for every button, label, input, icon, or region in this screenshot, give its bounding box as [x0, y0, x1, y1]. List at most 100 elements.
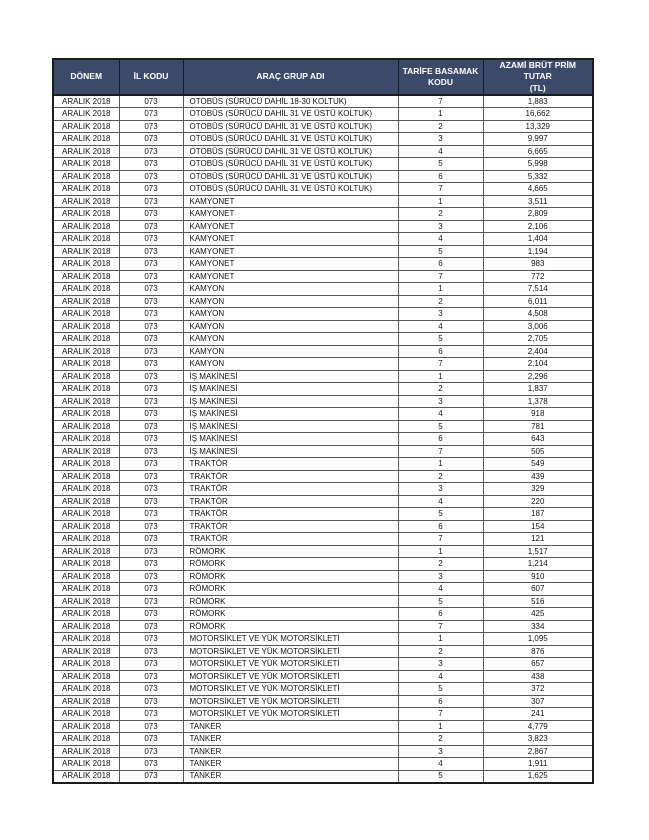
tarife-basamak-kodu-cell: 3: [397, 482, 484, 496]
tarife-basamak-kodu-cell: 6: [397, 169, 484, 184]
prim-tutar-cell: 910: [482, 569, 594, 584]
tarife-basamak-kodu-cell: 1: [397, 194, 484, 209]
donem-cell: ARALIK 2018: [52, 419, 120, 434]
donem-cell: ARALIK 2018: [52, 544, 120, 559]
il-kodu-cell: 073: [118, 407, 184, 421]
donem-cell: ARALIK 2018: [52, 469, 120, 484]
arac-grup-adi-cell: TANKER: [182, 719, 399, 734]
tarife-basamak-kodu-cell: 4: [397, 144, 484, 159]
arac-grup-adi-cell: İŞ MAKİNESİ: [182, 444, 399, 459]
tarife-basamak-kodu-cell: 1: [397, 544, 484, 559]
arac-grup-adi-cell: OTOBÜS (SÜRÜCÜ DAHİL 31 VE ÜSTÜ KOLTUK): [182, 107, 399, 121]
donem-cell: ARALIK 2018: [52, 307, 120, 321]
il-kodu-cell: 073: [118, 582, 184, 596]
table-row: ARALIK 2018 073 MOTORSİKLET VE YÜK MOTORSİ…: [52, 682, 594, 696]
prim-tutar-cell: 121: [482, 532, 594, 546]
arac-grup-adi-cell: TRAKTÖR: [182, 532, 399, 546]
arac-grup-adi-cell: MOTORSİKLET VE YÜK MOTORSİKLETİ: [182, 644, 399, 659]
prim-tutar-cell: 1,194: [482, 244, 594, 259]
prim-tutar-cell: 3,006: [482, 319, 594, 334]
donem-cell: ARALIK 2018: [52, 582, 120, 596]
prim-tutar-cell: 1,625: [482, 769, 594, 784]
tarife-basamak-kodu-cell: 2: [397, 382, 484, 396]
table-row: ARALIK 2018 073 MOTORSİKLET VE YÜK MOTORSİ…: [52, 644, 594, 659]
il-kodu-cell: 073: [118, 294, 184, 309]
table-row: ARALIK 2018 073 OTOBÜS (SÜRÜCÜ DAHİL 31 VE…: [52, 119, 594, 134]
il-kodu-cell: 073: [118, 657, 184, 671]
donem-cell: ARALIK 2018: [52, 607, 120, 621]
header-label: ARAÇ GRUP ADI: [256, 71, 325, 82]
prim-tutar-cell: 3,511: [482, 194, 594, 209]
donem-cell: ARALIK 2018: [52, 444, 120, 459]
prim-tutar-cell: 1,517: [482, 544, 594, 559]
il-kodu-cell: 073: [118, 394, 184, 409]
donem-cell: ARALIK 2018: [52, 719, 120, 734]
arac-grup-adi-cell: OTOBÜS (SÜRÜCÜ DAHİL 31 VE ÜSTÜ KOLTUK): [182, 157, 399, 171]
header-label-line2: (TL): [529, 82, 546, 93]
prim-tutar-cell: 505: [482, 444, 594, 459]
table-row: ARALIK 2018 073 MOTORSİKLET VE YÜK MOTORSİ…: [52, 669, 594, 684]
tarife-basamak-kodu-cell: 5: [397, 332, 484, 346]
il-kodu-cell: 073: [118, 94, 184, 109]
tarife-basamak-kodu-cell: 2: [397, 207, 484, 221]
il-kodu-cell: 073: [118, 519, 184, 534]
tarife-basamak-kodu-cell: 3: [397, 394, 484, 409]
prim-tutar-cell: 1,837: [482, 382, 594, 396]
column-header-azami-brut-prim-tutar: AZAMİ BRÜT PRİM TUTAR (TL): [482, 58, 594, 97]
il-kodu-cell: 073: [118, 357, 184, 371]
prim-tutar-cell: 329: [482, 482, 594, 496]
donem-cell: ARALIK 2018: [52, 757, 120, 771]
arac-grup-adi-cell: OTOBÜS (SÜRÜCÜ DAHİL 31 VE ÜSTÜ KOLTUK): [182, 132, 399, 146]
tarife-basamak-kodu-cell: 4: [397, 407, 484, 421]
donem-cell: ARALIK 2018: [52, 132, 120, 146]
table-row: ARALIK 2018 073 OTOBÜS (SÜRÜCÜ DAHİL 31 VE…: [52, 144, 594, 159]
table-row: ARALIK 2018 073 İŞ MAKİNESİ 2 1,837: [52, 382, 594, 396]
table-row: ARALIK 2018 073 OTOBÜS (SÜRÜCÜ DAHİL 31 VE…: [52, 169, 594, 184]
donem-cell: ARALIK 2018: [52, 244, 120, 259]
table-row: ARALIK 2018 073 KAMYON 1 7,514: [52, 282, 594, 296]
il-kodu-cell: 073: [118, 507, 184, 521]
prim-tutar-cell: 6,665: [482, 144, 594, 159]
donem-cell: ARALIK 2018: [52, 394, 120, 409]
table-row: ARALIK 2018 073 RÖMORK 7 334: [52, 619, 594, 634]
prim-tutar-cell: 307: [482, 694, 594, 709]
tarife-basamak-kodu-cell: 7: [397, 619, 484, 634]
il-kodu-cell: 073: [118, 632, 184, 646]
header-label: AZAMİ BRÜT PRİM TUTAR: [499, 60, 577, 82]
arac-grup-adi-cell: RÖMORK: [182, 594, 399, 609]
header-label: DÖNEM: [70, 71, 103, 82]
arac-grup-adi-cell: RÖMORK: [182, 569, 399, 584]
il-kodu-cell: 073: [118, 744, 184, 759]
table-row: ARALIK 2018 073 MOTORSİKLET VE YÜK MOTORSİ…: [52, 694, 594, 709]
table-row: ARALIK 2018 073 KAMYON 7 2,104: [52, 357, 594, 371]
il-kodu-cell: 073: [118, 344, 184, 359]
table-row: ARALIK 2018 073 İŞ MAKİNESİ 4 918: [52, 407, 594, 421]
prim-tutar-cell: 3,823: [482, 732, 594, 746]
prim-tutar-cell: 220: [482, 494, 594, 509]
table-row: ARALIK 2018 073 TRAKTÖR 5 187: [52, 507, 594, 521]
il-kodu-cell: 073: [118, 144, 184, 159]
arac-grup-adi-cell: KAMYONET: [182, 194, 399, 209]
prim-tutar-cell: 6,011: [482, 294, 594, 309]
prim-tutar-cell: 1,883: [482, 94, 594, 109]
arac-grup-adi-cell: TRAKTÖR: [182, 494, 399, 509]
donem-cell: ARALIK 2018: [52, 632, 120, 646]
il-kodu-cell: 073: [118, 132, 184, 146]
table-row: ARALIK 2018 073 MOTORSİKLET VE YÜK MOTORSİ…: [52, 632, 594, 646]
tarife-basamak-kodu-cell: 6: [397, 519, 484, 534]
tarife-basamak-kodu-cell: 6: [397, 257, 484, 271]
prim-tutar-cell: 241: [482, 707, 594, 721]
arac-grup-adi-cell: KAMYONET: [182, 269, 399, 284]
il-kodu-cell: 073: [118, 432, 184, 446]
il-kodu-cell: 073: [118, 332, 184, 346]
prim-tutar-cell: 372: [482, 682, 594, 696]
il-kodu-cell: 073: [118, 444, 184, 459]
prim-tutar-cell: 5,332: [482, 169, 594, 184]
arac-grup-adi-cell: KAMYON: [182, 307, 399, 321]
arac-grup-adi-cell: RÖMORK: [182, 582, 399, 596]
prim-tutar-cell: 1,911: [482, 757, 594, 771]
tarife-basamak-kodu-cell: 5: [397, 507, 484, 521]
prim-tutar-cell: 425: [482, 607, 594, 621]
tarife-basamak-kodu-cell: 2: [397, 644, 484, 659]
